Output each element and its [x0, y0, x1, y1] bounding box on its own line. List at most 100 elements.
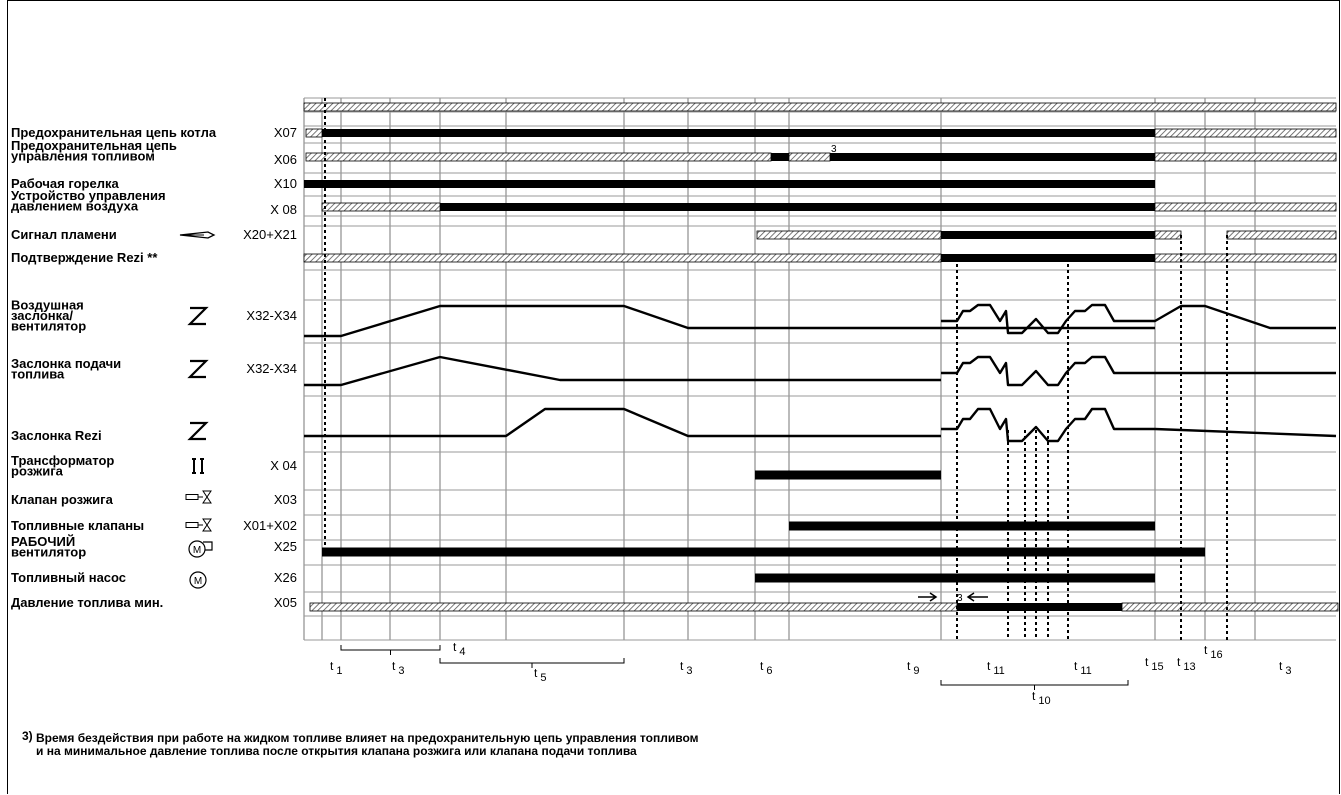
diagram-frame [7, 0, 1340, 794]
footnote-line-1: Время бездействия при работе на жидком т… [36, 731, 699, 745]
time-label-sub: 16 [1210, 649, 1222, 661]
air-damper-trace-b [941, 303, 1336, 335]
solid-bar [957, 603, 1122, 611]
time-label-sub: 9 [913, 665, 919, 677]
row-label: давлением воздуха [11, 198, 139, 213]
solid-bar [789, 521, 1155, 531]
rezi-damper-trace-b [941, 407, 1337, 443]
time-label-main: t [534, 666, 538, 680]
time-label-main: t [1204, 643, 1208, 657]
time-label-main: t [1279, 659, 1283, 673]
pump-motor-icon: M [194, 576, 202, 587]
time-brace [940, 680, 1129, 690]
actuator-icon [187, 306, 209, 326]
time-brace [340, 645, 441, 655]
transformer-icon [192, 458, 204, 474]
terminal-label: X06 [274, 152, 297, 167]
row-label: Воздушная [11, 298, 84, 313]
terminal-label: X01+X02 [243, 518, 297, 533]
hatched-bar [305, 128, 323, 138]
hatched-bar [788, 152, 831, 162]
valve-icon [185, 518, 212, 532]
pump-motor-icon: M [189, 571, 207, 589]
row-label: заслонка/ [11, 308, 73, 323]
time-label-main: t [680, 659, 684, 673]
terminal-label: X 08 [270, 202, 297, 217]
row-label: РАБОЧИЙ [11, 534, 75, 549]
time-label-sub: 3 [398, 665, 404, 677]
row-labels: Предохранительная цепь котла X07 Предохран… [11, 125, 297, 610]
hatched-bar [321, 202, 441, 212]
time-label-sub: 15 [1151, 661, 1163, 673]
solid-bar [322, 547, 1205, 557]
air-damper-trace-a [304, 304, 1155, 338]
valve-icon [202, 490, 212, 504]
row-icons: MM [179, 231, 216, 589]
time-label: t 10 [1032, 689, 1051, 707]
annotations: 33 [324, 98, 1228, 640]
time-label: t 16 [1204, 643, 1223, 661]
actuator-icon [187, 359, 209, 379]
row-label: Сигнал пламени [11, 227, 117, 242]
time-label-sub: 3 [1285, 665, 1291, 677]
row-label: Подтверждение Rezi ** [11, 250, 158, 265]
time-axis: t 1 t 3t 4t 5t 3 t 6 t 9 t 11 t 11t 10t 15 t 13t 16t 3 [330, 640, 1291, 707]
time-label-main: t [453, 640, 457, 654]
time-label-main: t [330, 659, 334, 673]
row-label: Устройство управления [11, 188, 166, 203]
valve-icon [185, 522, 199, 528]
hatched-bar [305, 152, 772, 162]
rezi-damper-trace-a [304, 407, 941, 438]
hatched-bar [1154, 202, 1337, 212]
time-label-sub: 10 [1038, 695, 1050, 707]
time-label: t 11 [1074, 659, 1092, 677]
row-label: Трансформатор [11, 453, 114, 468]
solid-bar [304, 180, 1155, 188]
row-label: Клапан розжига [11, 492, 114, 507]
row-label: вентилятор [11, 319, 86, 334]
terminal-label: X32-X34 [246, 361, 297, 376]
terminal-label: X10 [274, 176, 297, 191]
terminal-label: X25 [274, 539, 297, 554]
terminal-label: X20+X21 [243, 227, 297, 242]
solid-bar [771, 153, 789, 161]
footnote-line-2: и на минимальное давление топлива после … [36, 744, 637, 758]
actuator-icon [187, 421, 209, 441]
time-label: t 11 [987, 659, 1005, 677]
row-label: вентилятор [11, 544, 86, 559]
hatched-bar [756, 230, 942, 240]
pump-motor-icon [189, 571, 207, 589]
arrow-right-icon [918, 592, 938, 602]
arrow-left-icon [966, 592, 988, 602]
solid-bar [941, 254, 1155, 262]
solid-bar [941, 231, 1155, 239]
hatched-bar [1121, 602, 1339, 612]
actuator-icon [187, 421, 209, 441]
solid-bar [830, 153, 1155, 161]
footnote-marker: 3) [22, 729, 33, 743]
valve-icon [202, 518, 212, 532]
marker-3: 3 [831, 144, 837, 155]
row-label: Топливные клапаны [11, 518, 144, 533]
time-label-main: t [392, 659, 396, 673]
hatched-bar [1154, 230, 1182, 240]
time-label: t 13 [1177, 655, 1196, 673]
solid-bar [322, 129, 1155, 137]
time-label: t 15 [1145, 655, 1164, 673]
hatched-bar [1226, 230, 1337, 240]
terminal-label: X05 [274, 595, 297, 610]
terminal-label: X32-X34 [246, 308, 297, 323]
time-label-sub: 4 [459, 646, 465, 658]
row-label: розжига [11, 463, 64, 478]
terminal-label: X07 [274, 125, 297, 140]
row-label: Предохранительная цепь котла [11, 125, 217, 140]
time-label-main: t [1145, 655, 1149, 669]
time-label-sub: 11 [1080, 665, 1091, 677]
